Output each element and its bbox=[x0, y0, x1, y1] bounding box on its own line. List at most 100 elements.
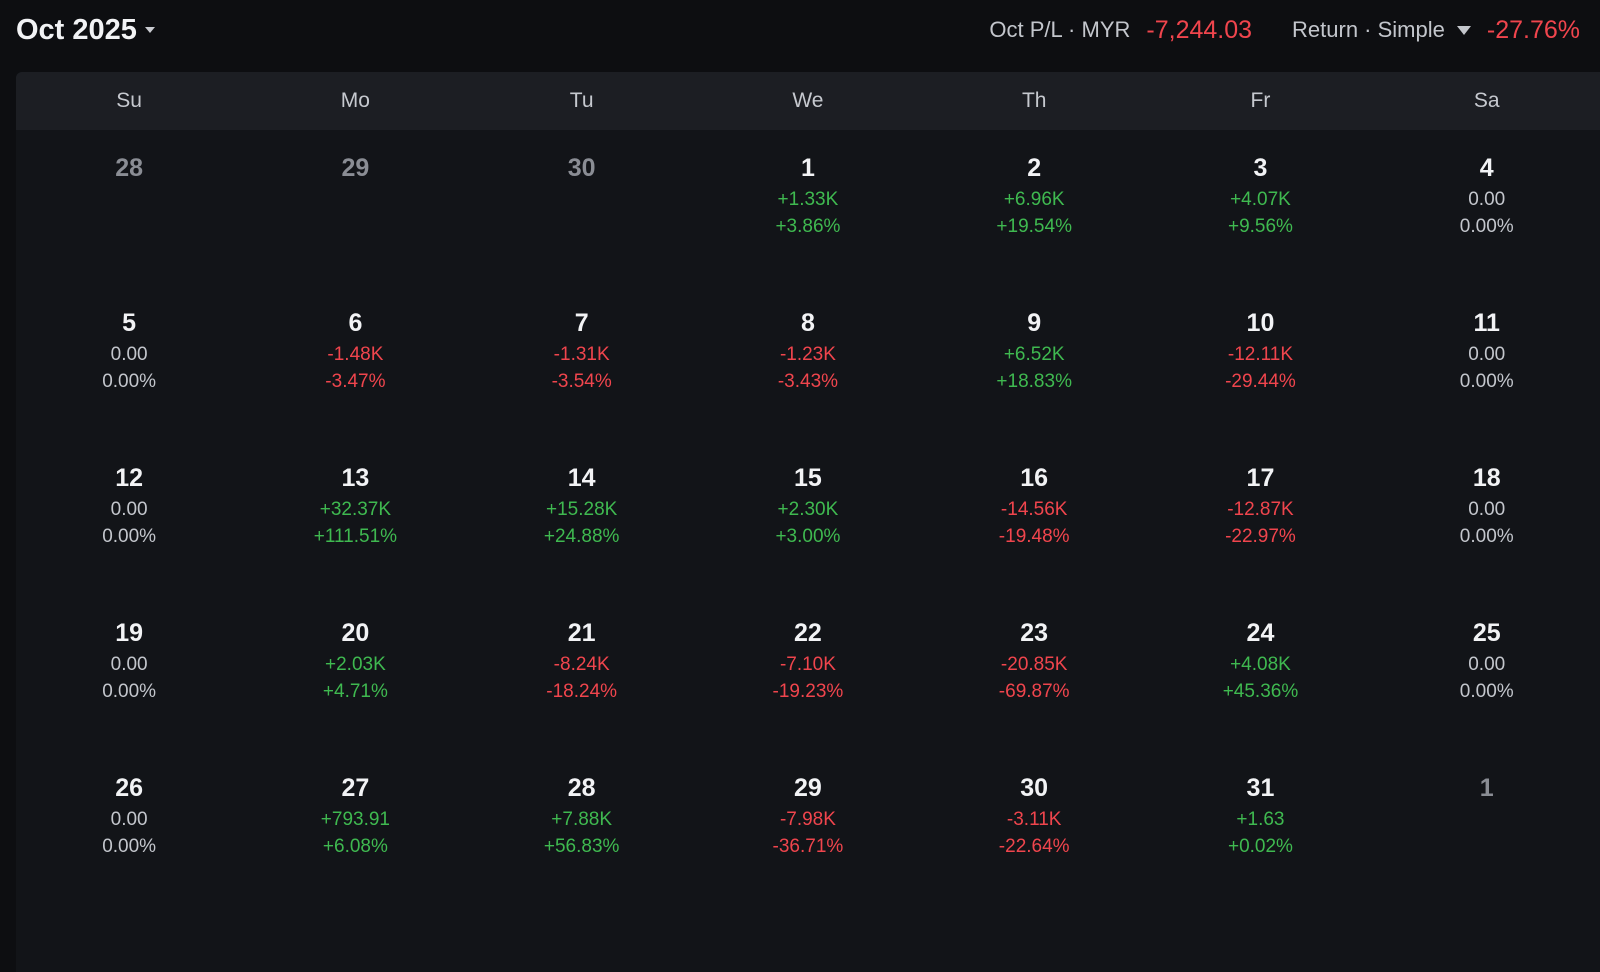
day-cell[interactable]: 28 +7.88K +56.83% bbox=[469, 772, 695, 927]
day-cell[interactable]: 2 +6.96K +19.54% bbox=[921, 152, 1147, 307]
day-cell[interactable]: 4 0.00 0.00% bbox=[1374, 152, 1600, 307]
day-pl-value: +2.03K bbox=[325, 654, 386, 675]
day-cell[interactable]: 23 -20.85K -69.87% bbox=[921, 617, 1147, 772]
day-cell[interactable]: 27 +793.91 +6.08% bbox=[242, 772, 468, 927]
week-row: 19 0.00 0.00% 20 +2.03K +4.71% 21 -8.24K -18.24%… bbox=[16, 617, 1600, 772]
day-return-pct: 0.00% bbox=[102, 371, 157, 392]
day-pl-value: -20.85K bbox=[1000, 654, 1068, 675]
day-number: 18 bbox=[1472, 464, 1501, 492]
day-number: 15 bbox=[794, 464, 822, 492]
day-cell[interactable]: 21 -8.24K -18.24% bbox=[469, 617, 695, 772]
day-return-pct: 0.00% bbox=[1459, 526, 1514, 547]
day-return-pct: 0.00% bbox=[1459, 216, 1514, 237]
day-number: 1 bbox=[1479, 774, 1494, 802]
pl-summary: Oct P/L · MYR -7,244.03 Return · Simple … bbox=[989, 10, 1580, 50]
day-pl-value: +32.37K bbox=[319, 499, 392, 520]
day-return-pct: +3.00% bbox=[775, 526, 841, 547]
day-number: 26 bbox=[115, 774, 144, 802]
day-pl-value: -3.11K bbox=[1006, 809, 1062, 830]
day-pl-value: +1.33K bbox=[777, 189, 839, 210]
return-value: -27.76% bbox=[1486, 15, 1580, 44]
day-cell[interactable]: 30 -3.11K -22.64% bbox=[921, 772, 1147, 927]
day-number: 22 bbox=[794, 619, 822, 647]
day-cell[interactable]: 24 +4.08K +45.36% bbox=[1147, 617, 1373, 772]
day-cell-other-month[interactable]: 28 bbox=[16, 152, 242, 307]
day-number: 20 bbox=[341, 619, 370, 647]
day-cell[interactable]: 16 -14.56K -19.48% bbox=[921, 462, 1147, 617]
day-cell[interactable]: 22 -7.10K -19.23% bbox=[695, 617, 921, 772]
day-return-pct: +24.88% bbox=[543, 526, 620, 547]
caret-down-icon bbox=[1456, 25, 1471, 35]
day-return-pct: -3.54% bbox=[551, 371, 612, 392]
day-cell[interactable]: 9 +6.52K +18.83% bbox=[921, 307, 1147, 462]
day-pl-value: -1.48K bbox=[327, 344, 384, 365]
day-number: 21 bbox=[567, 619, 596, 647]
day-number: 3 bbox=[1253, 154, 1268, 182]
day-number: 27 bbox=[341, 774, 370, 802]
day-cell[interactable]: 12 0.00 0.00% bbox=[16, 462, 242, 617]
day-pl-value: -7.10K bbox=[779, 654, 836, 675]
day-cell[interactable]: 11 0.00 0.00% bbox=[1374, 307, 1600, 462]
day-cell[interactable]: 29 -7.98K -36.71% bbox=[695, 772, 921, 927]
day-cell[interactable]: 18 0.00 0.00% bbox=[1374, 462, 1600, 617]
day-return-pct: -36.71% bbox=[772, 836, 844, 857]
day-pl-value: -1.31K bbox=[553, 344, 610, 365]
week-row: 28 29 30 1 +1.33K +3.86% 2 +6.96K +19.54% 3 +4.07K… bbox=[16, 152, 1600, 307]
weekday-header-row: Su Mo Tu We Th Fr Sa bbox=[16, 72, 1600, 130]
day-number: 11 bbox=[1473, 309, 1500, 337]
day-number: 28 bbox=[567, 774, 596, 802]
day-cell[interactable]: 26 0.00 0.00% bbox=[16, 772, 242, 927]
day-number: 29 bbox=[341, 154, 370, 182]
day-cell[interactable]: 1 +1.33K +3.86% bbox=[695, 152, 921, 307]
day-cell-other-month[interactable]: 30 bbox=[469, 152, 695, 307]
day-pl-value: 0.00 bbox=[110, 344, 148, 365]
day-cell[interactable]: 3 +4.07K +9.56% bbox=[1147, 152, 1373, 307]
day-pl-value: +1.63 bbox=[1236, 809, 1285, 830]
day-cell[interactable]: 6 -1.48K -3.47% bbox=[242, 307, 468, 462]
day-cell[interactable]: 25 0.00 0.00% bbox=[1374, 617, 1600, 772]
day-cell[interactable]: 19 0.00 0.00% bbox=[16, 617, 242, 772]
day-return-pct: -3.43% bbox=[777, 371, 839, 392]
day-return-pct: -22.64% bbox=[998, 836, 1070, 857]
day-number: 23 bbox=[1020, 619, 1049, 647]
week-row: 26 0.00 0.00% 27 +793.91 +6.08% 28 +7.88K +56.83… bbox=[16, 772, 1600, 927]
day-cell[interactable]: 7 -1.31K -3.54% bbox=[469, 307, 695, 462]
day-cell[interactable]: 13 +32.37K +111.51% bbox=[242, 462, 468, 617]
day-cell[interactable]: 17 -12.87K -22.97% bbox=[1147, 462, 1373, 617]
day-pl-value: 0.00 bbox=[1468, 189, 1506, 210]
day-pl-value: 0.00 bbox=[110, 809, 148, 830]
day-number: 2 bbox=[1027, 154, 1042, 182]
day-cell[interactable]: 31 +1.63 +0.02% bbox=[1147, 772, 1373, 927]
day-cell[interactable]: 10 -12.11K -29.44% bbox=[1147, 307, 1373, 462]
day-number: 7 bbox=[574, 309, 589, 337]
day-number: 29 bbox=[794, 774, 822, 802]
day-pl-value: 0.00 bbox=[1468, 499, 1506, 520]
day-pl-value: 0.00 bbox=[1468, 344, 1506, 365]
return-label: Return · Simple bbox=[1292, 17, 1445, 42]
day-number: 30 bbox=[567, 154, 596, 182]
pl-value: -7,244.03 bbox=[1146, 15, 1253, 44]
day-pl-value: +4.07K bbox=[1230, 189, 1291, 210]
day-pl-value: +15.28K bbox=[546, 499, 618, 520]
day-return-pct: -29.44% bbox=[1225, 371, 1296, 392]
weekday-label: Su bbox=[116, 89, 142, 112]
day-number: 28 bbox=[115, 154, 144, 182]
day-cell-other-month[interactable]: 1 bbox=[1374, 772, 1600, 927]
day-return-pct: 0.00% bbox=[1459, 681, 1514, 702]
day-cell[interactable]: 15 +2.30K +3.00% bbox=[695, 462, 921, 617]
month-selector[interactable]: Oct 2025 bbox=[16, 10, 155, 50]
day-return-pct: -3.47% bbox=[325, 371, 386, 392]
day-return-pct: -19.48% bbox=[998, 526, 1070, 547]
day-cell[interactable]: 14 +15.28K +24.88% bbox=[469, 462, 695, 617]
day-cell-other-month[interactable]: 29 bbox=[242, 152, 468, 307]
day-number: 8 bbox=[800, 309, 815, 337]
day-cell[interactable]: 20 +2.03K +4.71% bbox=[242, 617, 468, 772]
day-number: 12 bbox=[115, 464, 144, 492]
day-cell[interactable]: 8 -1.23K -3.43% bbox=[695, 307, 921, 462]
day-number: 13 bbox=[341, 464, 370, 492]
day-number: 17 bbox=[1246, 464, 1275, 492]
day-return-pct: -69.87% bbox=[998, 681, 1070, 702]
day-cell[interactable]: 5 0.00 0.00% bbox=[16, 307, 242, 462]
day-return-pct: -22.97% bbox=[1225, 526, 1296, 547]
return-mode-selector[interactable]: Return · Simple bbox=[1292, 17, 1471, 43]
